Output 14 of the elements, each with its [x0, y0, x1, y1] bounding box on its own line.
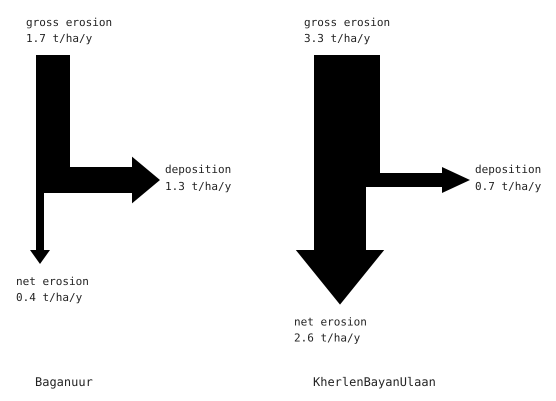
- data-label: 0.4 t/ha/y: [16, 291, 83, 304]
- category-label: net erosion: [16, 275, 89, 288]
- category-label: gross erosion: [26, 16, 112, 29]
- data-label: 1.7 t/ha/y: [26, 32, 93, 45]
- text: KherlenBayanUlaan: [313, 375, 436, 389]
- category-label: net erosion: [294, 316, 367, 329]
- category-label: gross erosion: [304, 16, 390, 29]
- data-label: 0.7 t/ha/y: [475, 180, 542, 193]
- data-label: 3.3 t/ha/y: [304, 32, 371, 45]
- category-label: deposition: [475, 163, 542, 176]
- text: Baganuur: [35, 375, 93, 389]
- category-label: deposition: [165, 163, 232, 176]
- data-label: 2.6 t/ha/y: [294, 332, 361, 345]
- data-label: 1.3 t/ha/y: [165, 180, 232, 193]
